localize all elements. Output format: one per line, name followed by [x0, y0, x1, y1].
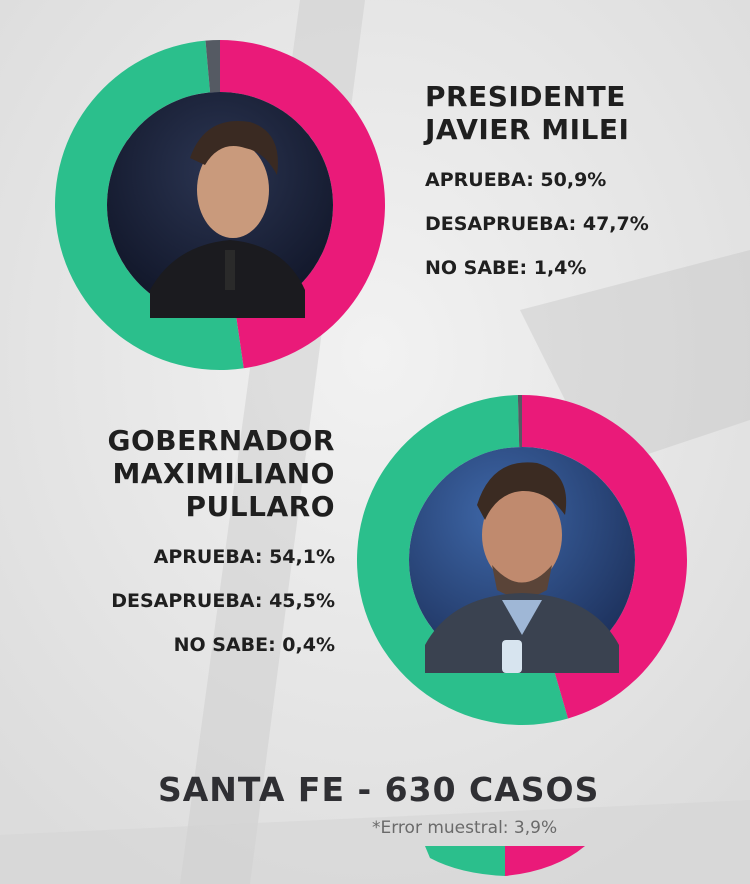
pullaro-aprueba-slice — [357, 395, 569, 725]
pullaro-title-line2: MAXIMILIANO — [112, 457, 335, 490]
pullaro-title-line3: PULLARO — [185, 490, 335, 523]
partial-donut-aprueba — [425, 846, 505, 876]
footer-note: *Error muestral: 3,9% — [372, 818, 558, 838]
pullaro-desaprueba-slice — [522, 395, 687, 719]
microphone — [225, 250, 235, 290]
milei-no-sabe: NO SABE: 1,4% — [425, 257, 587, 279]
milei-hair — [190, 121, 278, 175]
pullaro-beard — [492, 565, 552, 598]
pullaro-aprueba: APRUEBA: 54,1% — [153, 546, 335, 568]
water-bottle — [502, 640, 522, 673]
milei-title-line2: JAVIER MILEI — [425, 113, 630, 146]
footer-title: SANTA FE - 630 CASOS — [158, 770, 600, 809]
milei-aprueba-slice — [55, 40, 244, 370]
pullaro-donut — [357, 395, 687, 725]
pullaro-no-sabe-slice — [517, 395, 522, 448]
pullaro-chart — [357, 395, 687, 725]
milei-face — [197, 142, 269, 238]
milei-chart — [55, 40, 385, 370]
pullaro-title-line1: GOBERNADOR — [107, 424, 335, 457]
pullaro-text: GOBERNADOR MAXIMILIANO PULLARO APRUEBA: … — [80, 424, 335, 657]
milei-desaprueba: DESAPRUEBA: 47,7% — [425, 213, 649, 235]
pullaro-face — [482, 485, 562, 585]
milei-donut — [55, 40, 385, 370]
pullaro-hair — [477, 462, 567, 520]
partial-donut-desaprueba — [505, 846, 585, 876]
milei-text: PRESIDENTE JAVIER MILEI APRUEBA: 50,9% D… — [425, 80, 649, 280]
milei-no-sabe-slice — [205, 40, 220, 93]
milei-desaprueba-slice — [220, 40, 385, 369]
partial-donut-bottom — [425, 846, 585, 876]
pullaro-shirt — [502, 600, 542, 635]
milei-aprueba: APRUEBA: 50,9% — [425, 169, 607, 191]
pullaro-desaprueba: DESAPRUEBA: 45,5% — [111, 590, 335, 612]
pullaro-no-sabe: NO SABE: 0,4% — [173, 634, 335, 656]
milei-title-line1: PRESIDENTE — [425, 80, 626, 113]
